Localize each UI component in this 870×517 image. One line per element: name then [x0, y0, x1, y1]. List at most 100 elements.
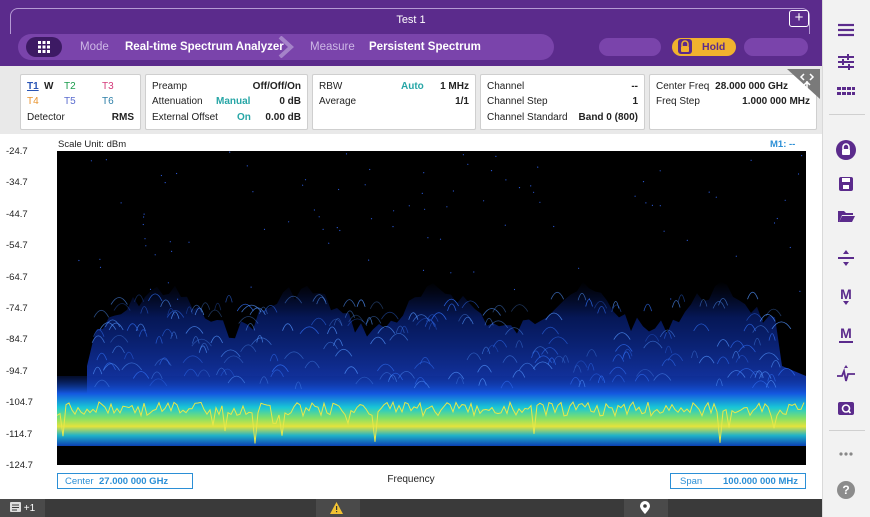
- split-view-button[interactable]: [833, 246, 859, 270]
- persistence-streak: [132, 371, 150, 379]
- persistence-dot: [370, 218, 373, 220]
- persistence-streak: [185, 326, 204, 334]
- frequency-box[interactable]: Center Freq 28.000 000 GHz Freq Step 1.000…: [649, 74, 817, 130]
- preamp-box[interactable]: Preamp Off/Off/On Attenuation Manual 0 dB E…: [145, 74, 308, 130]
- x-axis-label: Frequency: [387, 474, 435, 485]
- trace-t1[interactable]: T1: [27, 81, 39, 92]
- persistence-dot: [252, 191, 254, 193]
- persistence-dot: [505, 179, 507, 181]
- menu-button[interactable]: [833, 18, 859, 42]
- trace-t6[interactable]: T6: [102, 96, 114, 107]
- persistence-streak: [99, 322, 117, 330]
- layout-button[interactable]: [833, 80, 859, 104]
- y-tick-label: -24.7: [6, 146, 28, 157]
- location-pin-icon[interactable]: [640, 501, 650, 514]
- help-button[interactable]: ?: [833, 478, 859, 502]
- preamp-label: Preamp: [152, 81, 188, 92]
- persistence-streak: [552, 355, 566, 364]
- peak-search-button[interactable]: [833, 362, 859, 386]
- persistence-streak: [622, 351, 631, 359]
- screenshot-button[interactable]: [833, 396, 859, 420]
- trace-box[interactable]: T1 W T2 T3 T4 T5 T6 Detector RMS: [20, 74, 141, 130]
- help-icon: ?: [837, 481, 855, 499]
- persistence-dot: [799, 290, 801, 292]
- more-button[interactable]: [833, 442, 859, 466]
- persistence-streak: [182, 355, 203, 364]
- persistence-streak: [424, 319, 435, 327]
- persistence-streak: [96, 352, 108, 361]
- persistence-streak: [561, 355, 569, 363]
- measure-value[interactable]: Persistent Spectrum: [369, 41, 481, 53]
- marker-table-button[interactable]: M: [833, 322, 859, 346]
- persistence-streak: [284, 295, 303, 304]
- channel-value: --: [631, 81, 638, 92]
- save-button[interactable]: [833, 172, 859, 196]
- persistence-streak: [138, 329, 148, 337]
- trace-t3[interactable]: T3: [102, 81, 114, 92]
- persistence-streak: [347, 318, 368, 327]
- span-button[interactable]: Span 100.000 000 MHz: [670, 473, 806, 489]
- persistence-streak: [370, 336, 386, 345]
- y-tick-label: -54.7: [6, 240, 28, 252]
- persistence-streak: [299, 326, 320, 335]
- open-folder-button[interactable]: [833, 204, 859, 228]
- persistence-streak: [611, 304, 622, 313]
- persistence-dot: [776, 217, 778, 220]
- span-label: Span: [680, 476, 703, 487]
- persistence-dot: [143, 216, 145, 218]
- persistence-dot: [176, 172, 178, 175]
- persistence-dot: [588, 298, 591, 300]
- persistence-streak: [448, 371, 465, 380]
- persistence-dot: [177, 298, 179, 300]
- test-tab[interactable]: [10, 8, 810, 34]
- rbw-box[interactable]: RBW Auto 1 MHz Average 1/1: [312, 74, 476, 130]
- trace-t5[interactable]: T5: [64, 96, 76, 107]
- persistence-streak: [379, 372, 395, 380]
- lock-button[interactable]: [833, 138, 859, 162]
- persistence-dot: [90, 160, 92, 162]
- status-pill-left[interactable]: [599, 38, 661, 56]
- warning-icon[interactable]: [330, 502, 343, 514]
- persistence-streak: [730, 340, 745, 349]
- layout-icon: [837, 87, 855, 95]
- persistence-dot: [328, 242, 330, 244]
- hold-button[interactable]: Hold: [672, 38, 736, 56]
- persistence-streak: [316, 296, 327, 305]
- persistence-streak: [732, 350, 740, 359]
- persistence-streak: [194, 307, 205, 316]
- notification-count[interactable]: +1: [10, 502, 35, 514]
- persistence-streak: [716, 339, 730, 347]
- persistence-dot: [229, 151, 231, 153]
- persistence-streak: [492, 304, 507, 313]
- persistence-dot: [427, 237, 429, 239]
- rbw-label: RBW: [319, 81, 343, 92]
- status-pill-right[interactable]: [744, 38, 808, 56]
- persistence-streak: [447, 303, 457, 312]
- app-grid-button[interactable]: [26, 37, 62, 57]
- preamp-value: Off/Off/On: [252, 81, 301, 92]
- folder-icon: [838, 211, 855, 222]
- settings-button[interactable]: [833, 50, 859, 74]
- persistence-dot: [797, 173, 800, 175]
- marker-readout[interactable]: M1: --: [770, 139, 796, 150]
- persistence-dot: [439, 238, 442, 240]
- trace-t4[interactable]: T4: [27, 96, 39, 107]
- center-frequency-button[interactable]: Center 27.000 000 GHz: [57, 473, 193, 489]
- persistence-dot: [339, 229, 341, 232]
- persistence-streak: [671, 300, 681, 308]
- panel-toggle-icon[interactable]: [787, 69, 820, 99]
- persistence-dot: [462, 154, 464, 156]
- persistent-spectrum-display[interactable]: [57, 151, 806, 465]
- add-tab-button[interactable]: +: [789, 10, 809, 27]
- persistence-dot: [368, 259, 370, 261]
- persistence-dot: [422, 269, 425, 271]
- marker-button[interactable]: M: [833, 283, 859, 307]
- mode-value[interactable]: Real-time Spectrum Analyzer: [125, 41, 284, 53]
- persistence-streak: [609, 366, 627, 375]
- persistence-dot: [304, 179, 307, 181]
- persistence-dot: [659, 170, 661, 172]
- channel-box[interactable]: Channel -- Channel Step 1 Channel Standard…: [480, 74, 645, 130]
- trace-t2[interactable]: T2: [64, 81, 76, 92]
- persistence-streak: [587, 363, 595, 371]
- persistence-streak: [767, 374, 776, 382]
